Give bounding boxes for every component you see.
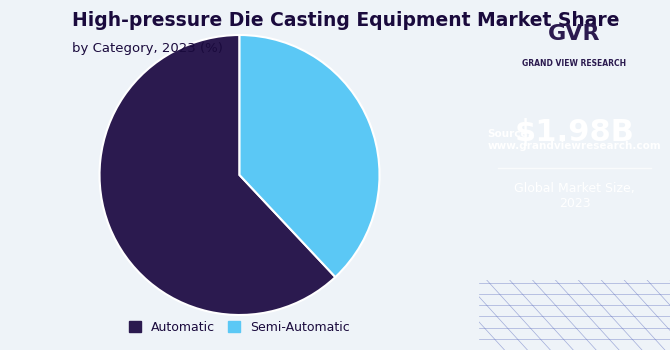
Text: High-pressure Die Casting Equipment Market Share: High-pressure Die Casting Equipment Mark… — [72, 10, 619, 29]
Wedge shape — [100, 35, 336, 315]
Text: $1.98B: $1.98B — [515, 119, 634, 147]
Wedge shape — [240, 35, 379, 277]
Text: GVR: GVR — [548, 24, 601, 44]
Text: Global Market Size,
2023: Global Market Size, 2023 — [514, 182, 635, 210]
Legend: Automatic, Semi-Automatic: Automatic, Semi-Automatic — [123, 315, 356, 340]
Text: GRAND VIEW RESEARCH: GRAND VIEW RESEARCH — [523, 59, 626, 68]
Text: by Category, 2023 (%): by Category, 2023 (%) — [72, 42, 222, 55]
Text: Source:
www.grandviewresearch.com: Source: www.grandviewresearch.com — [488, 129, 661, 151]
